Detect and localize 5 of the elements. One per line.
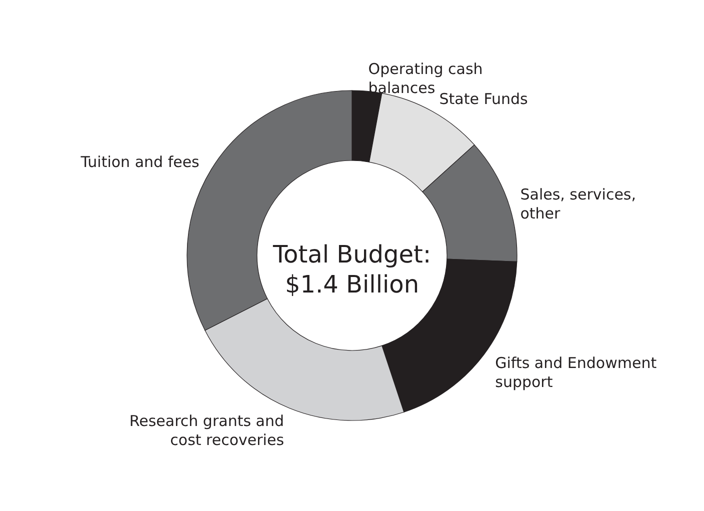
- slice-label: Gifts and Endowment support: [495, 354, 657, 391]
- slice-label: Research grants and cost recoveries: [129, 412, 284, 450]
- slice-label: Sales, services, other: [520, 185, 636, 222]
- slice-label: Tuition and fees: [80, 152, 200, 171]
- text: Total Budget: $1.4 Billion: [272, 240, 432, 298]
